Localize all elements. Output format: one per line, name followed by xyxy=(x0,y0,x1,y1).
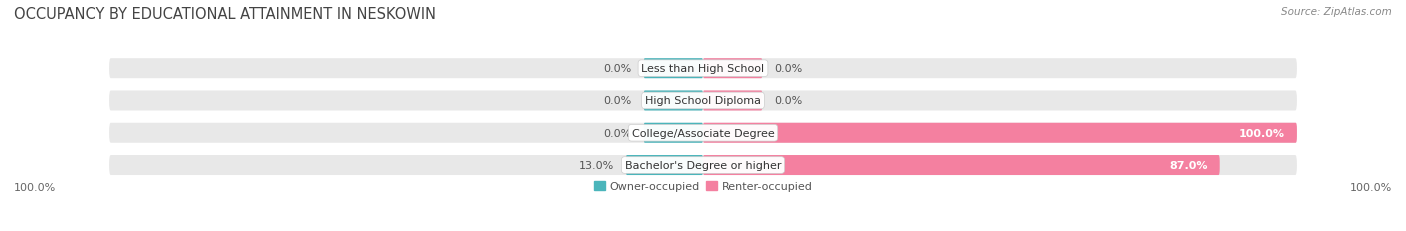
Text: 87.0%: 87.0% xyxy=(1170,160,1208,170)
Text: Bachelor's Degree or higher: Bachelor's Degree or higher xyxy=(624,160,782,170)
FancyBboxPatch shape xyxy=(644,59,703,79)
Text: 100.0%: 100.0% xyxy=(1350,182,1392,192)
Text: Source: ZipAtlas.com: Source: ZipAtlas.com xyxy=(1281,7,1392,17)
FancyBboxPatch shape xyxy=(110,155,1296,175)
FancyBboxPatch shape xyxy=(626,155,703,175)
FancyBboxPatch shape xyxy=(703,123,1296,143)
Text: 0.0%: 0.0% xyxy=(775,64,803,74)
FancyBboxPatch shape xyxy=(644,91,703,111)
FancyBboxPatch shape xyxy=(110,123,1296,143)
Text: 0.0%: 0.0% xyxy=(603,96,631,106)
Text: College/Associate Degree: College/Associate Degree xyxy=(631,128,775,138)
FancyBboxPatch shape xyxy=(644,123,703,143)
Text: 0.0%: 0.0% xyxy=(603,128,631,138)
FancyBboxPatch shape xyxy=(110,91,1296,111)
Text: Less than High School: Less than High School xyxy=(641,64,765,74)
Text: OCCUPANCY BY EDUCATIONAL ATTAINMENT IN NESKOWIN: OCCUPANCY BY EDUCATIONAL ATTAINMENT IN N… xyxy=(14,7,436,22)
FancyBboxPatch shape xyxy=(703,155,1219,175)
FancyBboxPatch shape xyxy=(703,91,762,111)
Text: High School Diploma: High School Diploma xyxy=(645,96,761,106)
Text: 0.0%: 0.0% xyxy=(775,96,803,106)
Text: 13.0%: 13.0% xyxy=(579,160,614,170)
Text: 0.0%: 0.0% xyxy=(603,64,631,74)
Text: 100.0%: 100.0% xyxy=(1239,128,1285,138)
FancyBboxPatch shape xyxy=(703,59,762,79)
FancyBboxPatch shape xyxy=(110,59,1296,79)
Legend: Owner-occupied, Renter-occupied: Owner-occupied, Renter-occupied xyxy=(589,177,817,196)
Text: 100.0%: 100.0% xyxy=(14,182,56,192)
